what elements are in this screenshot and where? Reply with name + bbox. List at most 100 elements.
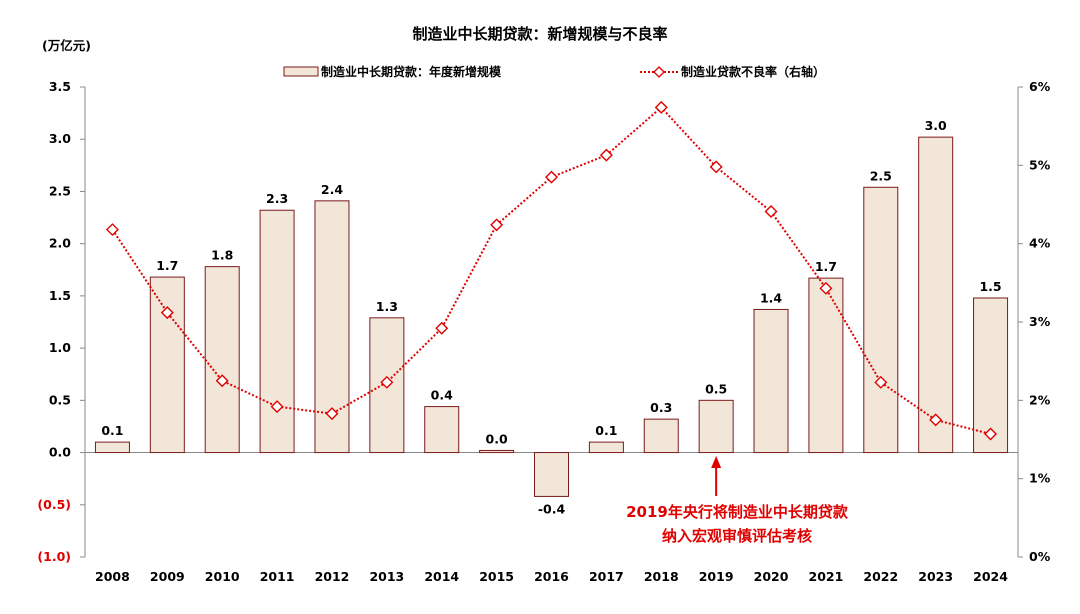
bar [753, 308, 789, 454]
bar [314, 200, 350, 454]
x-tick-label: 2013 [369, 569, 404, 584]
data-label: 3.0 [925, 118, 947, 133]
nonperforming-point [929, 413, 943, 427]
x-tick-label: 2019 [699, 569, 734, 584]
legend: 制造业中长期贷款：年度新增规模 制造业贷款不良率（右轴） [283, 64, 825, 79]
nonperforming-point [599, 148, 613, 162]
bar [643, 418, 679, 454]
nonperforming-point [160, 306, 174, 320]
y2-tick-label: 0% [1029, 549, 1051, 564]
nonperforming-point [270, 400, 284, 414]
x-tick-label: 2024 [973, 569, 1008, 584]
bar [863, 186, 899, 454]
data-label: 1.3 [376, 299, 398, 314]
bar [973, 297, 1009, 454]
data-label: -0.4 [538, 501, 566, 516]
x-tick-label: 2011 [260, 569, 295, 584]
y-tick-label: 0.0 [49, 445, 71, 460]
x-tick-label: 2010 [205, 569, 240, 584]
data-label: 0.0 [486, 431, 508, 446]
x-tick-label: 2016 [534, 569, 569, 584]
y-tick-label: (0.5) [37, 497, 71, 512]
x-tick-label: 2014 [424, 569, 459, 584]
nonperforming-point [490, 218, 504, 232]
nonperforming-point [874, 375, 888, 389]
y2-tick-label: 5% [1029, 157, 1051, 172]
y2-tick-label: 4% [1029, 236, 1051, 251]
y-tick-label: 1.5 [49, 288, 71, 303]
x-tick-label: 2017 [589, 569, 624, 584]
bar [808, 277, 844, 454]
x-tick-label: 2022 [863, 569, 898, 584]
y-tick-label: 2.0 [49, 236, 71, 251]
x-tick-label: 2020 [754, 569, 789, 584]
bar [204, 266, 240, 454]
data-label: 0.1 [595, 423, 617, 438]
data-label: 2.5 [870, 168, 892, 183]
x-tick-label: 2015 [479, 569, 514, 584]
bar [94, 441, 130, 454]
bars: 0.1 1.7 1.8 2.3 2.4 1.3 0.4 0.0 -0.4 0.1 0.3 0.5 1.4… [94, 118, 1009, 516]
x-tick-label: 2018 [644, 569, 679, 584]
annotation-line-1: 2019年央行将制造业中长期贷款 [626, 503, 849, 521]
legend-bar-label: 制造业中长期贷款：年度新增规模 [321, 64, 502, 79]
bar [534, 452, 569, 497]
nonperforming-point [654, 100, 668, 114]
nonperforming-point [545, 170, 558, 184]
axes: 3.5 3.0 2.5 2.0 1.5 1.0 0.5 0.0 (0.5) (1.0) 6% 5% 4%… [37, 79, 1050, 584]
legend-line-marker [653, 66, 665, 78]
annotation: 2019年央行将制造业中长期贷款 纳入宏观审慎评估考核 [626, 456, 849, 545]
y-tick-label: 3.0 [49, 131, 71, 146]
y2-tick-label: 6% [1029, 79, 1051, 94]
nonperforming-point [105, 223, 119, 237]
nonperforming-line [105, 100, 998, 441]
x-tick-label: 2021 [809, 569, 844, 584]
data-label: 2.3 [266, 191, 288, 206]
data-label: 0.5 [705, 381, 727, 396]
legend-line-label: 制造业贷款不良率（右轴） [681, 64, 825, 79]
data-label: 1.7 [156, 258, 178, 273]
chart-title: 制造业中长期贷款：新增规模与不良率 [412, 25, 667, 43]
nonperforming-point [819, 281, 833, 295]
nonperforming-point [764, 205, 778, 219]
y-axis-label: (万亿元) [42, 38, 91, 53]
nonperforming-point [215, 374, 229, 388]
y2-tick-label: 2% [1029, 392, 1051, 407]
bar [479, 449, 515, 454]
data-label: 0.1 [101, 423, 123, 438]
nonperforming-point [380, 375, 394, 389]
legend-bar-swatch [283, 66, 319, 77]
bar [918, 136, 954, 454]
y2-tick-label: 3% [1029, 314, 1051, 329]
bar [588, 441, 624, 454]
bar [698, 399, 734, 454]
nonperforming-point [709, 160, 723, 174]
bar [259, 209, 295, 454]
nonperforming-point [435, 321, 449, 335]
x-tick-label: 2008 [95, 569, 130, 584]
nonperforming-series-line [111, 105, 991, 435]
data-label: 1.8 [211, 248, 233, 263]
bar [149, 276, 185, 454]
y2-tick-label: 1% [1029, 471, 1051, 486]
y-tick-label: 3.5 [49, 79, 71, 94]
y-tick-label: 1.0 [49, 340, 71, 355]
y-tick-label: 2.5 [49, 183, 71, 198]
y-tick-label: (1.0) [37, 549, 71, 564]
y-tick-label: 0.5 [49, 392, 71, 407]
annotation-arrowhead [711, 456, 722, 468]
x-tick-label: 2023 [918, 569, 953, 584]
data-label: 1.4 [760, 290, 782, 305]
x-tick-label: 2009 [150, 569, 185, 584]
bar [424, 406, 460, 454]
nonperforming-point [325, 407, 339, 421]
annotation-line-2: 纳入宏观审慎评估考核 [662, 527, 812, 545]
data-label: 2.4 [321, 182, 343, 197]
data-label: 1.7 [815, 259, 837, 274]
data-label: 0.4 [431, 388, 453, 403]
x-tick-label: 2012 [315, 569, 350, 584]
nonperforming-point [984, 427, 998, 441]
data-label: 0.3 [650, 400, 672, 415]
